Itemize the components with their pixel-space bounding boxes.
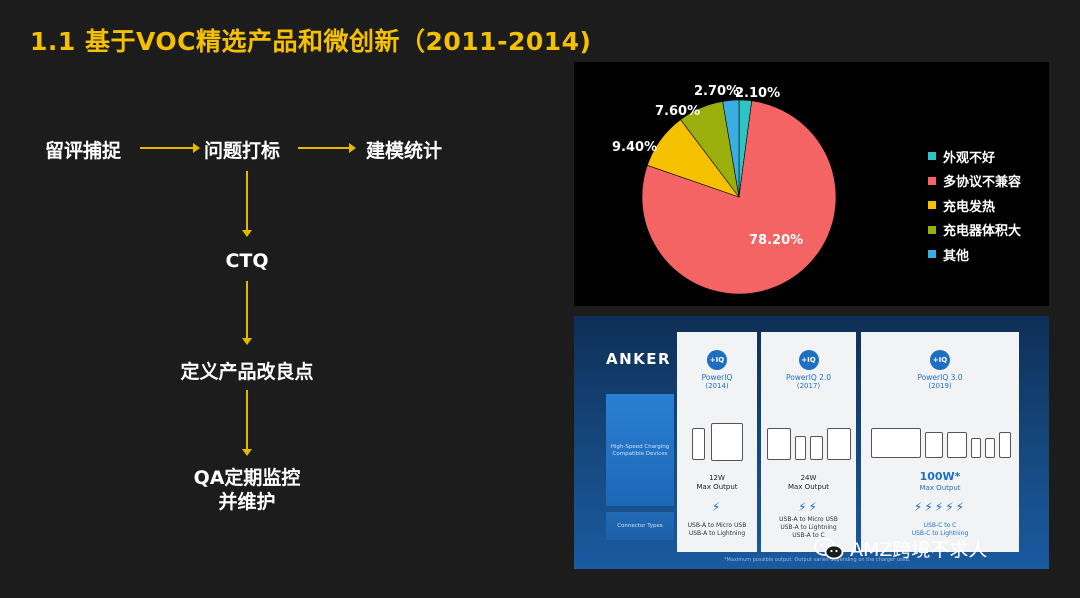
poweriq-col-2-head: +IQ PowerIQ 2.0 (2017) [761,350,856,390]
flow-step-modeling-stats: 建模统计 [366,140,443,162]
poweriq-badge-icon: +IQ [798,350,819,370]
pie-label-other: 2.70% [694,84,740,99]
wechat-watermark: AMZ跨境不求人 [814,535,987,562]
flow-arrow-4 [242,281,252,345]
phone-icon [985,438,995,458]
flow-arrow-2 [298,143,356,153]
flow-step-qa-line2: 并维护 [218,491,276,513]
poweriq-col-1-year: (2014) [705,382,729,390]
pie-label-appearance: 2.10% [735,86,781,101]
poweriq-col-1-conn-2: USB-A to Lightning [688,530,746,538]
tablet-icon [711,423,743,461]
legend-label-protocol: 多协议不兼容 [943,175,1022,191]
anker-logo: ANKER [606,350,672,368]
legend-swatch-protocol [928,176,936,185]
poweriq-col-1-watt-value: 12W [709,474,725,482]
legend-label-appearance: 外观不好 [943,150,996,166]
flow-step-define-improvement: 定义产品改良点 [180,361,314,383]
lightning-bolt-icons: ⚡⚡⚡⚡⚡ [913,500,967,514]
phone-icon [795,436,806,460]
slide-title: 1.1 基于VOC精选产品和微创新（2011-2014) [30,27,592,56]
lightning-bolt-icons: ⚡⚡ [798,500,819,514]
poweriq-col-3-watt-value: 100W* [919,470,961,483]
pie-label-charger-size: 7.60% [655,104,701,119]
poweriq-badge-icon: +IQ [930,350,950,370]
poweriq-col-2-watt-value: 24W [800,474,817,482]
flow-arrow-3 [242,171,252,237]
pie-label-protocol: 78.20% [749,233,804,248]
pie-slice-protocol [641,100,837,295]
poweriq-col-3-name: PowerIQ 3.0 [917,373,963,382]
poweriq-col-3-connectors: USB-C to C USB-C to Lightning [861,522,1019,538]
game-console-icon [999,432,1011,458]
legend-item-protocol: 多协议不兼容 [928,169,1021,194]
row-label-box-devices [606,394,674,506]
legend-swatch-heating [928,201,936,210]
wechat-icon [814,537,844,560]
poweriq-col-1-head: +IQ PowerIQ (2014) [677,350,757,390]
legend-item-appearance: 外观不好 [928,144,1021,169]
phone-icon [692,428,705,460]
poweriq-badge-icon: +IQ [707,350,727,370]
phone-icon [810,436,823,460]
poweriq-col-2-connectors: USB-A to Micro USB USB-A to Lightning US… [761,516,856,540]
flow-arrow-1 [140,143,200,153]
anker-poweriq-image: ANKER High-Speed Charging Compatible Dev… [574,316,1049,569]
pie-chart-panel: 2.70% 2.10% 7.60% 9.40% 78.20% 外观不好 多协议不… [574,62,1049,306]
poweriq-col-3-conn-1: USB-C to C [923,522,957,529]
laptop-icon [871,428,921,458]
lightning-bolt-icons: ⚡ [711,500,723,514]
poweriq-col-2-watt: 24W Max Output [761,474,856,492]
tablet-icon [947,432,967,458]
legend-swatch-appearance [928,152,936,161]
pie-slice-other [722,99,740,198]
poweriq-col-1: +IQ PowerIQ (2014) 12W Max Output ⚡ USB-… [677,332,757,552]
poweriq-col-1-watt: 12W Max Output [677,474,757,492]
poweriq-col-2: +IQ PowerIQ 2.0 (2017) 24W Max Output ⚡⚡… [761,332,856,552]
tablet-icon [767,428,791,460]
poweriq-col-2-year: (2017) [796,382,821,390]
flow-step-ctq: CTQ [225,250,269,272]
poweriq-col-2-conn-2: USB-A to Lightning [780,524,837,532]
legend-item-charger-size: 充电器体积大 [928,218,1021,243]
poweriq-col-3-watt: 100W* Max Output [861,470,1019,493]
legend-item-heating: 充电发热 [928,193,1021,218]
flow-step-qa-line1: QA定期监控 [193,467,301,489]
tablet-icon [827,428,851,460]
legend-label-charger-size: 充电器体积大 [943,224,1022,240]
poweriq-col-1-conn-1: USB-A to Micro USB [687,522,747,529]
row-label-devices: High-Speed Charging Compatible Devices [610,444,670,458]
legend-swatch-charger-size [928,225,936,234]
row-label-connectors: Connector Types [617,523,663,529]
legend-swatch-other [928,250,936,259]
poweriq-col-1-name: PowerIQ [701,373,733,382]
phone-icon [971,438,981,458]
pie-label-heating: 9.40% [612,140,658,155]
flow-step-issue-tagging: 问题打标 [204,140,281,162]
poweriq-col-3-year: (2019) [928,382,952,390]
pie-legend: 外观不好 多协议不兼容 充电发热 充电器体积大 其他 [928,144,1021,267]
poweriq-col-3-watt-sub: Max Output [919,483,961,492]
poweriq-col-1-connectors: USB-A to Micro USB USB-A to Lightning [677,522,757,538]
poweriq-col-1-watt-sub: Max Output [696,482,738,491]
poweriq-col-3: +IQ PowerIQ 3.0 (2019) 100W* Max Output … [861,332,1019,552]
watermark-text: AMZ跨境不求人 [850,539,988,561]
poweriq-col-2-name: PowerIQ 2.0 [785,373,832,382]
flow-step-qa-monitor: QA定期监控 并维护 [147,466,347,514]
legend-item-other: 其他 [928,242,1021,267]
flow-step-review-capture: 留评捕捉 [45,140,122,162]
poweriq-col-2-conn-1: USB-A to Micro USB [779,516,838,523]
legend-label-heating: 充电发热 [943,199,996,215]
row-label-box-connectors [606,512,674,540]
pie-chart [641,99,837,295]
poweriq-col-3-head: +IQ PowerIQ 3.0 (2019) [861,350,1019,390]
poweriq-col-2-conn-3: USB-A to C [792,532,825,540]
flow-arrow-5 [242,390,252,456]
anker-footnote: *Maximum possible output. Output varies … [724,557,911,563]
tablet-icon [925,432,943,458]
legend-label-other: 其他 [943,248,970,264]
poweriq-col-3-conn-2: USB-C to Lightning [911,530,969,538]
poweriq-col-2-watt-sub: Max Output [787,482,829,491]
